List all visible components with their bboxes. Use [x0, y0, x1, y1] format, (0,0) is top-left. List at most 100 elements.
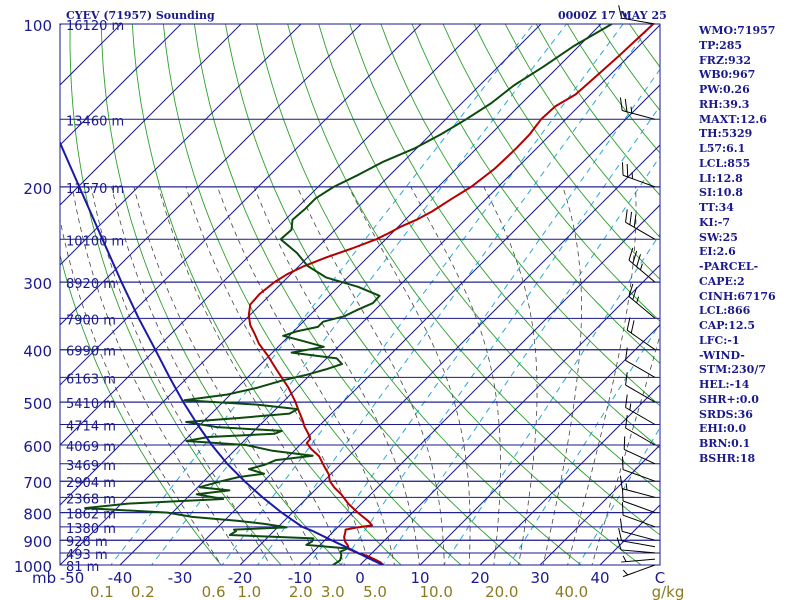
- chart-title: CYEV (71957) Sounding: [66, 9, 215, 22]
- moist-adiabat-line: [60, 217, 222, 565]
- index-entry: LCL:866: [699, 304, 751, 318]
- index-entry: SHR+:0.0: [699, 392, 759, 406]
- mixing-ratio-tick-label: 20.0: [485, 583, 518, 600]
- pressure-tick-label: 700: [23, 474, 52, 492]
- dry-adiabat-line: [60, 253, 222, 565]
- isotherm-line: [60, 24, 362, 326]
- index-entry: TH:5329: [699, 127, 753, 141]
- wind-barb: [618, 528, 656, 548]
- index-entry: -PARCEL-: [699, 260, 759, 273]
- moist-adiabat-line: [111, 186, 296, 565]
- height-label: 493 m: [66, 548, 108, 563]
- wind-barb: [622, 564, 656, 578]
- plot-frame: [59, 23, 661, 566]
- index-entry: SI:10.8: [699, 186, 743, 200]
- mixing-ratio-tick-label: 1.0: [237, 583, 261, 600]
- dry-adiabat-line: [287, 24, 660, 536]
- index-entry: MAXT:12.6: [699, 112, 767, 126]
- mixing-ratio-unit-label: g/kg: [652, 583, 685, 600]
- wind-barb: [625, 347, 656, 378]
- isotherm-line: [539, 444, 660, 565]
- index-entry: TP:285: [699, 38, 743, 52]
- isotherm-line: [179, 84, 660, 565]
- height-label: 81 m: [66, 560, 99, 575]
- pressure-tick-label: 800: [23, 506, 52, 524]
- isotherm-line: [60, 24, 542, 506]
- dry-adiabat-line: [69, 24, 282, 565]
- pressure-tick-label: 900: [23, 533, 52, 551]
- wind-barb: [621, 555, 656, 563]
- temperature-tick-label: 10: [410, 569, 429, 587]
- index-entry: TT:34: [699, 201, 734, 214]
- wind-barb: [625, 394, 656, 425]
- mixing-ratio-line: [340, 105, 660, 565]
- index-entry: EI:2.6: [699, 245, 736, 259]
- index-entry: WMO:71957: [699, 24, 776, 37]
- wind-barb: [619, 475, 656, 498]
- index-entry: CAPE:2: [699, 274, 745, 288]
- index-entry: LFC:-1: [699, 333, 740, 347]
- wind-barb: [625, 372, 656, 403]
- height-label: 8920 m: [66, 277, 116, 292]
- mixing-ratio-line: [382, 155, 660, 565]
- index-entry: BSHR:18: [699, 451, 756, 465]
- isotherm-line: [60, 24, 422, 386]
- isotherms: [60, 24, 660, 565]
- height-label: 928 m: [66, 535, 108, 550]
- wind-barb: [621, 162, 656, 188]
- isotherm-line: [119, 24, 660, 565]
- mixing-ratio-line: [256, 24, 652, 565]
- dewpoint-profile-line: [84, 24, 613, 565]
- index-entry: HEL:-14: [699, 378, 750, 391]
- index-entry: RH:39.3: [699, 97, 750, 111]
- mixing-ratio-line: [110, 24, 534, 565]
- isotherm-line: [479, 384, 660, 565]
- isotherm-line: [60, 24, 602, 565]
- dry-adiabat-line: [473, 24, 660, 280]
- index-entry: LI:12.8: [699, 171, 743, 185]
- index-entry: KI:-7: [699, 215, 730, 229]
- pressure-tick-label: 200: [23, 180, 52, 198]
- isotherm-line: [419, 324, 660, 565]
- isotherm-line: [359, 264, 660, 565]
- mixing-ratio-tick-label: 5.0: [363, 583, 387, 600]
- index-entry: CINH:67176: [699, 289, 776, 303]
- pressure-tick-label: 600: [23, 438, 52, 456]
- pressure-unit-label: mb: [32, 569, 56, 587]
- index-entry: STM:230/7: [699, 363, 766, 377]
- mixing-ratio-tick-label: 0.1: [90, 583, 114, 600]
- moist-adiabat-line: [483, 186, 538, 565]
- dry-adiabat-line: [349, 24, 660, 449]
- index-entry: PW:0.26: [699, 83, 750, 96]
- stability-indices-panel: WMO:71957 TP:285 FRZ:932 WB0:967 PW:0.26 RH:3…: [699, 24, 776, 467]
- temperature-tick-label: -50: [60, 569, 85, 587]
- temperature-tick-label-c: C: [655, 569, 665, 587]
- height-label: 5410 m: [66, 397, 116, 412]
- wind-barb: [621, 456, 656, 482]
- moist-adiabat-line: [296, 186, 445, 565]
- sounding-profiles: [60, 24, 654, 565]
- wind-barb: [621, 502, 656, 528]
- index-entry: WB0:967: [699, 68, 756, 82]
- dry-adiabat-line: [318, 24, 660, 492]
- wind-barb: [621, 487, 656, 514]
- dry-adiabat-line: [411, 24, 660, 364]
- wind-barb: [625, 415, 656, 446]
- temperature-tick-label: 30: [530, 569, 549, 587]
- temperature-tick-label: 40: [590, 569, 609, 587]
- height-label: 2368 m: [66, 492, 116, 507]
- height-label: 16120 m: [66, 19, 124, 34]
- height-label: 7900 m: [66, 313, 116, 328]
- index-entry: L57:6.1: [699, 142, 746, 155]
- isotherm-line: [60, 24, 182, 146]
- isotherm-line: [239, 144, 660, 565]
- temperature-tick-label: 20: [470, 569, 489, 587]
- dry-adiabat-line: [225, 24, 582, 565]
- moist-adiabat-line: [217, 186, 395, 565]
- temperature-tick-label: -40: [108, 569, 133, 587]
- height-label: 10100 m: [66, 234, 124, 249]
- mixing-ratio-tick-label: 10.0: [419, 583, 452, 600]
- height-label: 13460 m: [66, 114, 124, 129]
- pressure-tick-label: 1000: [14, 558, 52, 576]
